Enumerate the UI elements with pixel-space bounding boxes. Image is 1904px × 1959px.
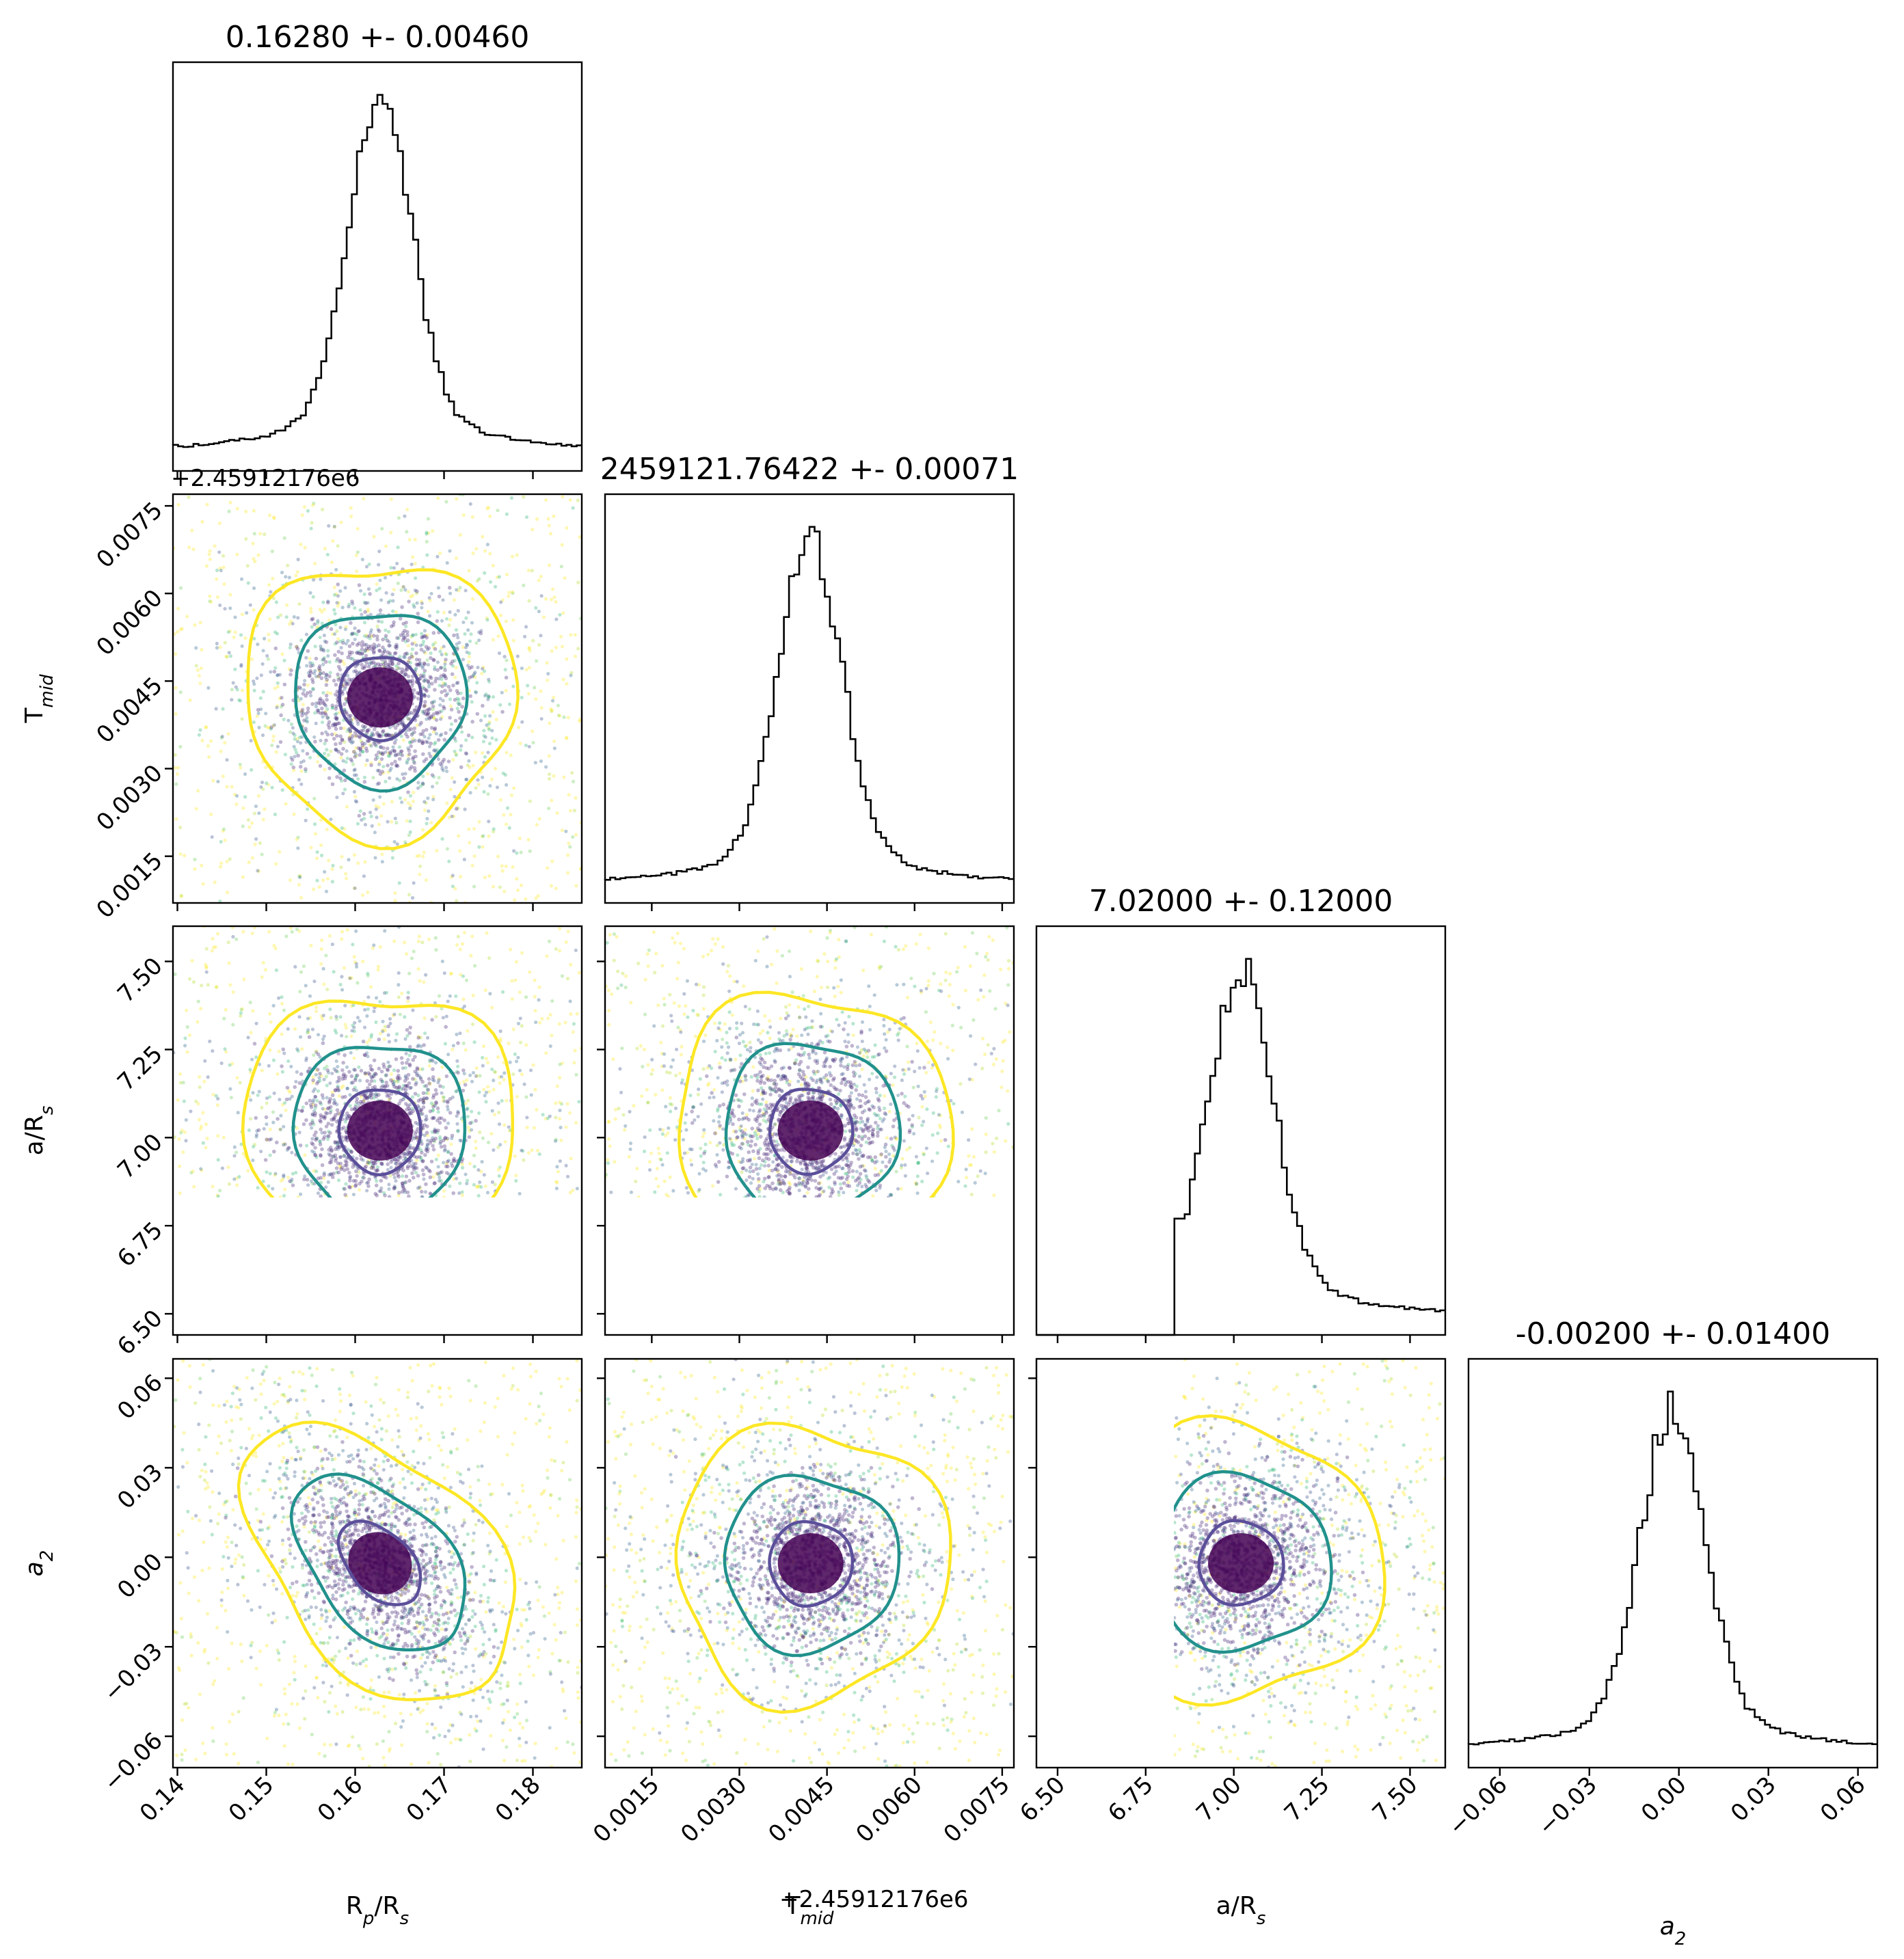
x-tick-label-a2: −0.03 [1533, 1771, 1603, 1841]
y-tick-label-a2: 0.06 [112, 1369, 168, 1425]
panel-title-a2: -0.00200 +- 0.01400 [1516, 1316, 1831, 1351]
x-tick-label-tmid: 0.0015 [588, 1771, 665, 1848]
x-tick-label-a2: 0.00 [1636, 1771, 1692, 1827]
y-axis-label-a2: a2 [21, 1550, 57, 1577]
y-tick-label-tmid: 0.0045 [91, 672, 167, 748]
x-axis-label-rp: Rp/Rs [346, 1892, 409, 1929]
y-axis-label-ars: a/Rs [21, 1106, 57, 1156]
scatter-panel-rp-tmid [172, 493, 583, 904]
scatter-panel-tmid-ars [604, 925, 1015, 1336]
x-tick-label-a2: 0.06 [1815, 1771, 1871, 1827]
x-tick-label-rp: 0.17 [401, 1771, 457, 1827]
histogram-ars: 7.02000 +- 0.12000 [1035, 884, 1447, 1336]
x-tick-label-tmid: 0.0045 [763, 1771, 840, 1848]
x-axis-label-a2: a2 [1660, 1913, 1687, 1949]
y-tick-label-tmid: 0.0075 [91, 497, 167, 573]
x-tick-label-ars: 7.00 [1191, 1771, 1247, 1827]
y-tick-label-tmid: 0.0060 [91, 584, 167, 661]
scatter-panel-ars-a2 [1035, 1357, 1447, 1769]
x-tick-label-ars: 6.50 [1015, 1771, 1071, 1827]
y-tick-label-tmid: 0.0030 [91, 759, 167, 836]
x-tick-label-ars: 7.50 [1367, 1771, 1423, 1827]
y-offset-text: +2.45912176e6 [171, 465, 360, 492]
panel-title-rp: 0.16280 +- 0.00460 [226, 20, 530, 55]
x-axis-label-ars: a/Rs [1216, 1892, 1266, 1929]
scatter-panel-tmid-a2 [604, 1357, 1015, 1769]
histogram-tmid: 2459121.76422 +- 0.00071 [600, 452, 1019, 904]
x-offset-text: +2.45912176e6 [779, 1886, 969, 1913]
y-tick-label-a2: 0.03 [112, 1459, 168, 1515]
y-tick-label-a2: 0.00 [112, 1548, 168, 1604]
y-axis-label-tmid: Tmid [21, 674, 57, 724]
y-tick-label-ars: 7.25 [112, 1040, 168, 1096]
y-tick-label-a2: −0.03 [98, 1638, 168, 1707]
x-tick-label-tmid: 0.0060 [850, 1771, 927, 1848]
x-tick-label-tmid: 0.0075 [939, 1771, 1015, 1848]
x-tick-label-rp: 0.18 [490, 1771, 546, 1827]
panel-title-ars: 7.02000 +- 0.12000 [1089, 884, 1393, 919]
scatter-panel-rp-a2 [172, 1357, 583, 1769]
x-tick-label-rp: 0.14 [135, 1771, 191, 1827]
y-tick-label-ars: 6.50 [112, 1305, 168, 1361]
x-axis-label-tmid: Tmid [784, 1892, 834, 1929]
x-tick-label-a2: 0.03 [1726, 1771, 1782, 1827]
x-tick-label-rp: 0.15 [224, 1771, 280, 1827]
y-tick-label-tmid: 0.0015 [91, 847, 167, 923]
x-tick-label-ars: 6.75 [1103, 1771, 1159, 1827]
panel-title-tmid: 2459121.76422 +- 0.00071 [600, 452, 1019, 487]
histogram-a2: -0.00200 +- 0.01400 [1467, 1316, 1879, 1769]
y-tick-label-ars: 7.50 [112, 952, 168, 1008]
x-tick-label-rp: 0.16 [312, 1771, 368, 1827]
y-tick-label-ars: 6.75 [112, 1217, 168, 1273]
x-tick-label-a2: −0.06 [1443, 1771, 1513, 1841]
y-tick-label-ars: 7.00 [112, 1129, 168, 1185]
x-tick-label-ars: 7.25 [1279, 1771, 1335, 1827]
x-tick-label-tmid: 0.0030 [675, 1771, 752, 1848]
histogram-rp: 0.16280 +- 0.00460 [172, 20, 583, 472]
scatter-panel-rp-ars [172, 925, 583, 1336]
